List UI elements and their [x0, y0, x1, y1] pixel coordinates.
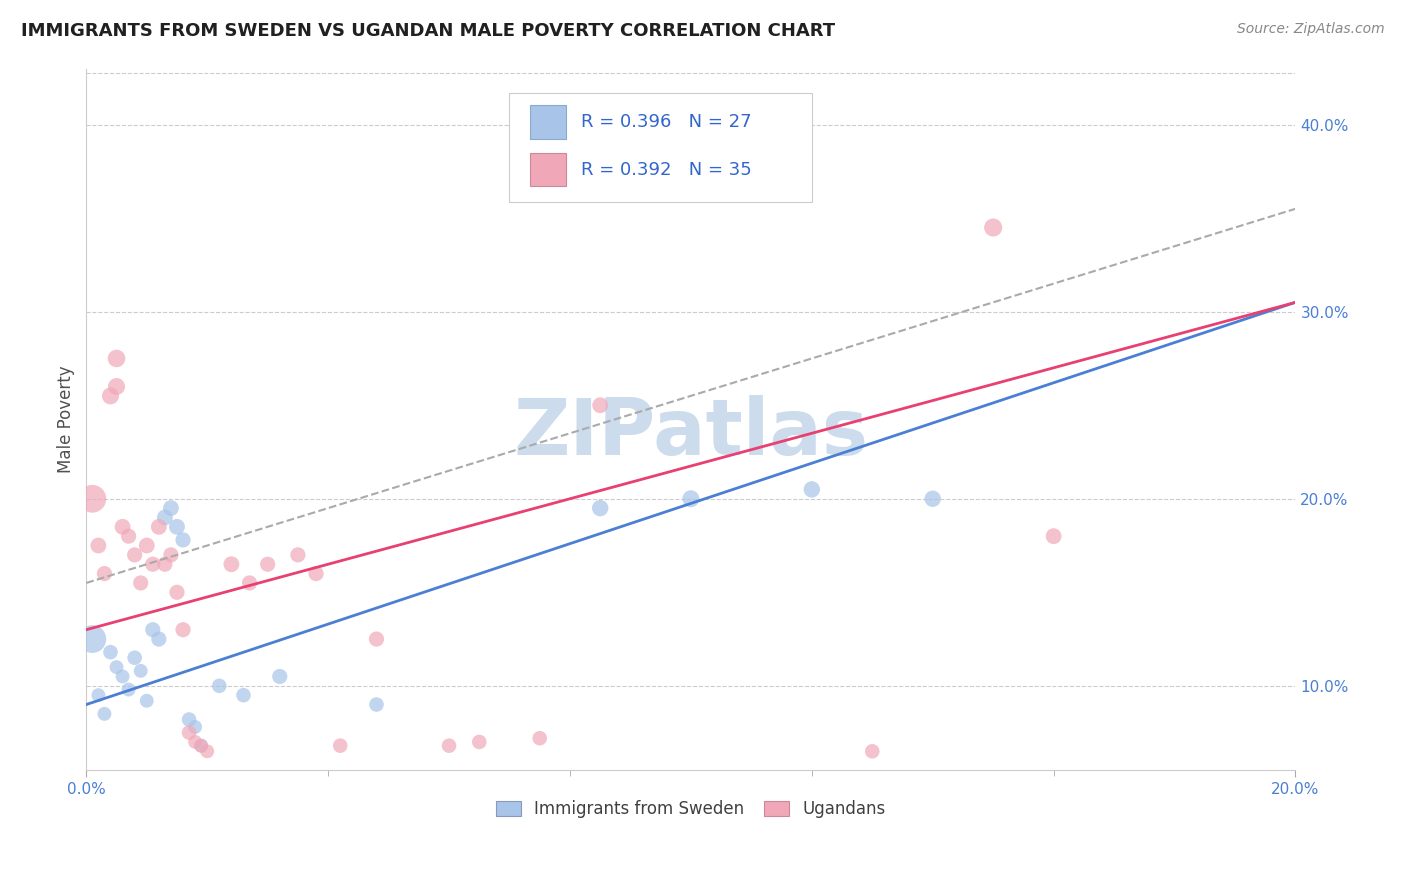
Point: [153, 558, 176, 572]
Text: IMMIGRANTS FROM SWEDEN VS UGANDAN MALE POVERTY CORRELATION CHART: IMMIGRANTS FROM SWEDEN VS UGANDAN MALE P…: [21, 22, 835, 40]
Point: [93, 566, 115, 581]
Point: [190, 739, 212, 753]
Point: [166, 585, 188, 599]
Point: [142, 623, 165, 637]
Point: [142, 558, 165, 572]
Point: [82, 491, 104, 506]
Text: R = 0.392   N = 35: R = 0.392 N = 35: [581, 161, 752, 178]
Point: [184, 735, 207, 749]
Point: [981, 220, 1004, 235]
Point: [190, 739, 212, 753]
Point: [172, 533, 194, 547]
Point: [105, 660, 128, 674]
Point: [468, 735, 491, 749]
Point: [105, 379, 128, 393]
Point: [177, 713, 200, 727]
Point: [135, 539, 157, 553]
Point: [124, 548, 146, 562]
Point: [184, 720, 207, 734]
Point: [437, 739, 460, 753]
Point: [232, 688, 254, 702]
Point: [256, 558, 278, 572]
Point: [166, 520, 188, 534]
Point: [129, 664, 152, 678]
Point: [366, 698, 388, 712]
Point: [238, 576, 260, 591]
Y-axis label: Male Poverty: Male Poverty: [58, 366, 75, 473]
Point: [589, 501, 612, 516]
Point: [195, 744, 218, 758]
Point: [129, 576, 152, 591]
Point: [100, 645, 122, 659]
Point: [148, 632, 170, 646]
Legend: Immigrants from Sweden, Ugandans: Immigrants from Sweden, Ugandans: [489, 794, 893, 825]
Point: [160, 501, 183, 516]
Point: [800, 483, 823, 497]
Point: [100, 389, 122, 403]
Point: [135, 694, 157, 708]
Point: [329, 739, 352, 753]
Point: [117, 682, 139, 697]
Text: R = 0.396   N = 27: R = 0.396 N = 27: [581, 112, 751, 131]
FancyBboxPatch shape: [509, 93, 811, 202]
Point: [269, 669, 291, 683]
Point: [124, 650, 146, 665]
Point: [111, 669, 134, 683]
Point: [366, 632, 388, 646]
Point: [160, 548, 183, 562]
Text: ZIPatlas: ZIPatlas: [513, 395, 869, 471]
Point: [287, 548, 309, 562]
Point: [148, 520, 170, 534]
Bar: [530, 153, 567, 186]
Point: [208, 679, 231, 693]
Point: [93, 706, 115, 721]
Point: [589, 398, 612, 412]
Point: [87, 688, 110, 702]
Point: [305, 566, 328, 581]
Point: [105, 351, 128, 366]
Point: [221, 558, 243, 572]
Point: [529, 731, 551, 746]
Point: [82, 632, 104, 646]
Point: [921, 491, 943, 506]
Point: [111, 520, 134, 534]
Point: [860, 744, 883, 758]
Text: Source: ZipAtlas.com: Source: ZipAtlas.com: [1237, 22, 1385, 37]
Point: [679, 491, 702, 506]
Point: [87, 539, 110, 553]
Point: [177, 725, 200, 739]
Bar: [530, 105, 567, 138]
Point: [172, 623, 194, 637]
Point: [153, 510, 176, 524]
Point: [1042, 529, 1064, 543]
Point: [117, 529, 139, 543]
